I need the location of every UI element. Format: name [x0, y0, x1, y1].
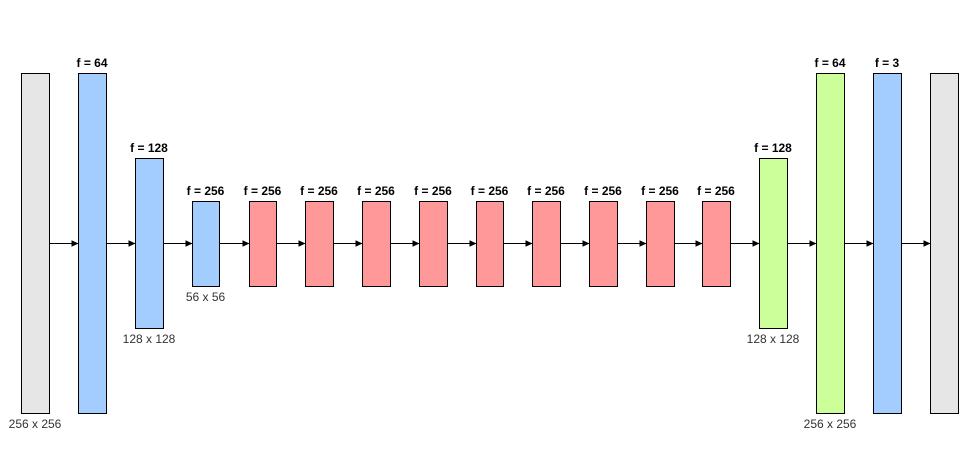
layer-block-16-encoder [873, 73, 902, 414]
layer-block-1-input-output [21, 73, 50, 414]
filter-label-14: f = 128 [754, 141, 792, 155]
filter-label-5: f = 256 [244, 184, 282, 198]
layer-block-15-decoder [816, 73, 845, 414]
filter-label-3: f = 128 [130, 141, 168, 155]
layer-block-6-residual [305, 201, 334, 287]
layer-block-2-encoder [78, 73, 107, 414]
filter-label-10: f = 256 [527, 184, 565, 198]
layer-block-13-residual [702, 201, 731, 287]
layer-block-3-encoder [135, 158, 164, 329]
layer-block-9-residual [476, 201, 504, 287]
layer-block-4-encoder [192, 201, 220, 287]
block-layer [21, 73, 959, 414]
layer-block-5-residual [249, 201, 277, 287]
filter-label-7: f = 256 [357, 184, 395, 198]
filter-label-4: f = 256 [187, 184, 225, 198]
layer-block-14-decoder [759, 158, 788, 329]
size-label-3: 128 x 128 [123, 332, 176, 346]
size-label-1: 256 x 256 [9, 417, 62, 431]
filter-label-16: f = 3 [875, 56, 900, 70]
layer-block-8-residual [419, 201, 448, 287]
label-layer: 256 x 256 f = 64 f = 128 128 x 128 f = 256 56… [9, 56, 900, 431]
layer-block-7-residual [362, 201, 391, 287]
filter-label-12: f = 256 [641, 184, 679, 198]
size-label-14: 128 x 128 [747, 332, 800, 346]
filter-label-11: f = 256 [584, 184, 622, 198]
filter-label-2: f = 64 [76, 56, 107, 70]
layer-block-10-residual [532, 201, 561, 287]
filter-label-8: f = 256 [414, 184, 452, 198]
size-label-15: 256 x 256 [804, 417, 857, 431]
filter-label-6: f = 256 [300, 184, 338, 198]
size-label-4: 56 x 56 [186, 290, 226, 304]
layer-block-11-residual [589, 201, 618, 287]
filter-label-13: f = 256 [697, 184, 735, 198]
filter-label-9: f = 256 [471, 184, 509, 198]
layer-block-17-input-output [930, 73, 959, 414]
layer-block-12-residual [646, 201, 675, 287]
filter-label-15: f = 64 [814, 56, 845, 70]
